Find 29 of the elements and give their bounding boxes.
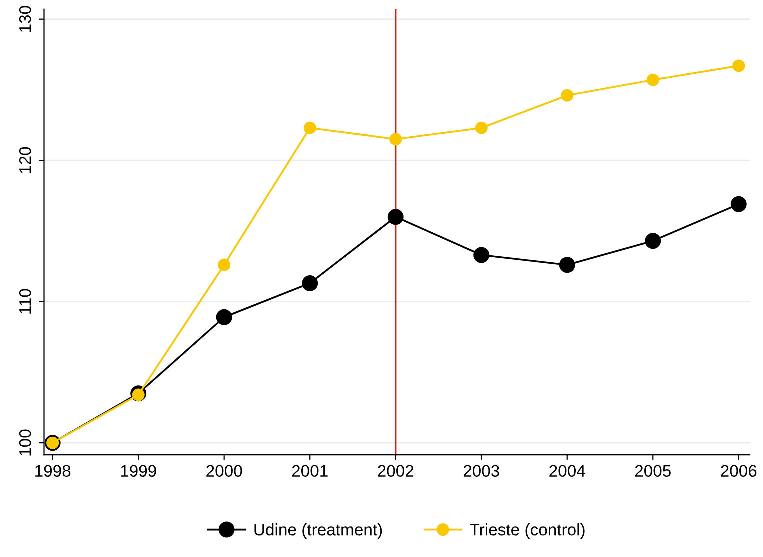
y-tick-label: 100	[19, 430, 32, 456]
x-tick-label: 2006	[721, 465, 757, 478]
y-tick-label: 120	[19, 147, 32, 174]
point	[218, 258, 231, 272]
point	[645, 233, 662, 250]
point	[474, 247, 490, 264]
x-tick-label: 2000	[206, 465, 242, 478]
x-tick-label: 2004	[550, 465, 586, 478]
point	[302, 275, 318, 292]
point	[475, 122, 488, 134]
point	[561, 89, 574, 102]
legend-label: Udine (treatment)	[254, 524, 382, 540]
x-tick-label: 1999	[121, 465, 156, 478]
point	[390, 133, 402, 146]
y-tick-label: 130	[19, 6, 32, 32]
point	[732, 60, 746, 72]
legend-label: Trieste (control)	[470, 524, 585, 540]
x-tick-label: 2003	[464, 465, 500, 478]
point	[388, 209, 404, 226]
point	[730, 196, 747, 212]
point	[216, 309, 232, 326]
point	[304, 122, 316, 134]
x-tick-label: 2005	[635, 465, 671, 478]
x-tick-label: 2001	[292, 465, 328, 478]
x-tick-label: 1998	[36, 465, 71, 478]
point	[559, 257, 576, 274]
x-tick-label: 2002	[378, 465, 414, 478]
point	[646, 74, 660, 86]
y-tick-label: 110	[19, 289, 32, 314]
